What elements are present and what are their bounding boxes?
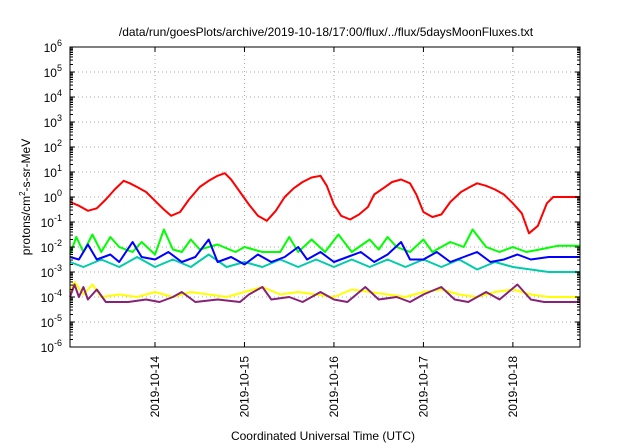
y-tick-exponent: 1 [57,163,62,173]
y-tick-exponent: -5 [54,313,62,323]
y-tick-mantissa: 10 [44,66,58,80]
y-axis-label-rest: -s-sr-MeV [19,139,33,192]
y-tick-label: 10-3 [41,263,62,280]
y-tick-mantissa: 10 [41,216,55,230]
x-tick-label: 2019-10-14 [148,356,162,418]
y-axis: 10-610-510-410-310-210-11001011021031041… [41,38,580,355]
x-axis: 2019-10-14 2019-10-15 2019-10-16 2019-10-17… [148,47,520,417]
y-tick-exponent: 4 [57,88,62,98]
y-tick-exponent: -4 [54,288,62,298]
y-axis-label-main: protons/cm [19,196,33,255]
y-tick-label: 106 [44,38,62,55]
y-tick-mantissa: 10 [44,166,58,180]
y-tick-exponent: -3 [54,263,62,273]
y-tick-exponent: -6 [54,338,62,348]
y-tick-exponent: 5 [57,63,62,73]
x-tick-label: 2019-10-16 [327,356,341,418]
y-tick-label: 101 [44,163,62,180]
series-line-2 [69,228,580,256]
y-tick-exponent: -1 [54,213,62,223]
y-axis-label: protons/cm2-s-sr-MeV [18,139,33,255]
x-tick-label: 2019-10-17 [416,356,430,418]
y-tick-mantissa: 10 [41,316,55,330]
y-axis-label-sup: 2 [18,191,27,196]
x-axis-label: Coordinated Universal Time (UTC) [231,429,415,443]
y-tick-mantissa: 10 [41,241,55,255]
x-tick-label: 2019-10-15 [237,356,251,418]
y-tick-mantissa: 10 [41,266,55,280]
y-tick-mantissa: 10 [44,141,58,155]
y-tick-mantissa: 10 [44,91,58,105]
series-line-3 [69,253,580,273]
y-tick-label: 104 [44,88,62,105]
chart-title: /data/run/goesPlots/archive/2019-10-18/1… [119,25,534,39]
series-group [69,172,580,303]
series-line-1 [69,172,580,235]
y-tick-exponent: -2 [54,238,62,248]
y-tick-mantissa: 10 [44,116,58,130]
y-tick-label: 10-6 [41,338,62,355]
y-tick-exponent: 0 [57,188,62,198]
y-tick-mantissa: 10 [44,41,58,55]
x-tick-label: 2019-10-18 [506,356,520,418]
y-tick-mantissa: 10 [41,291,55,305]
y-tick-exponent: 2 [57,138,62,148]
y-tick-label: 103 [44,113,62,130]
y-tick-label: 10-1 [41,213,62,230]
y-tick-label: 10-2 [41,238,62,255]
y-tick-label: 10-4 [41,288,62,305]
y-tick-label: 102 [44,138,62,155]
y-tick-label: 100 [44,188,62,205]
series-line-4 [69,238,580,266]
y-tick-label: 10-5 [41,313,62,330]
series-line-6 [69,283,580,303]
y-tick-exponent: 3 [57,113,62,123]
y-tick-exponent: 6 [57,38,62,48]
y-tick-label: 105 [44,63,62,80]
y-tick-mantissa: 10 [44,191,58,205]
y-tick-mantissa: 10 [41,341,55,355]
grid [70,47,580,347]
